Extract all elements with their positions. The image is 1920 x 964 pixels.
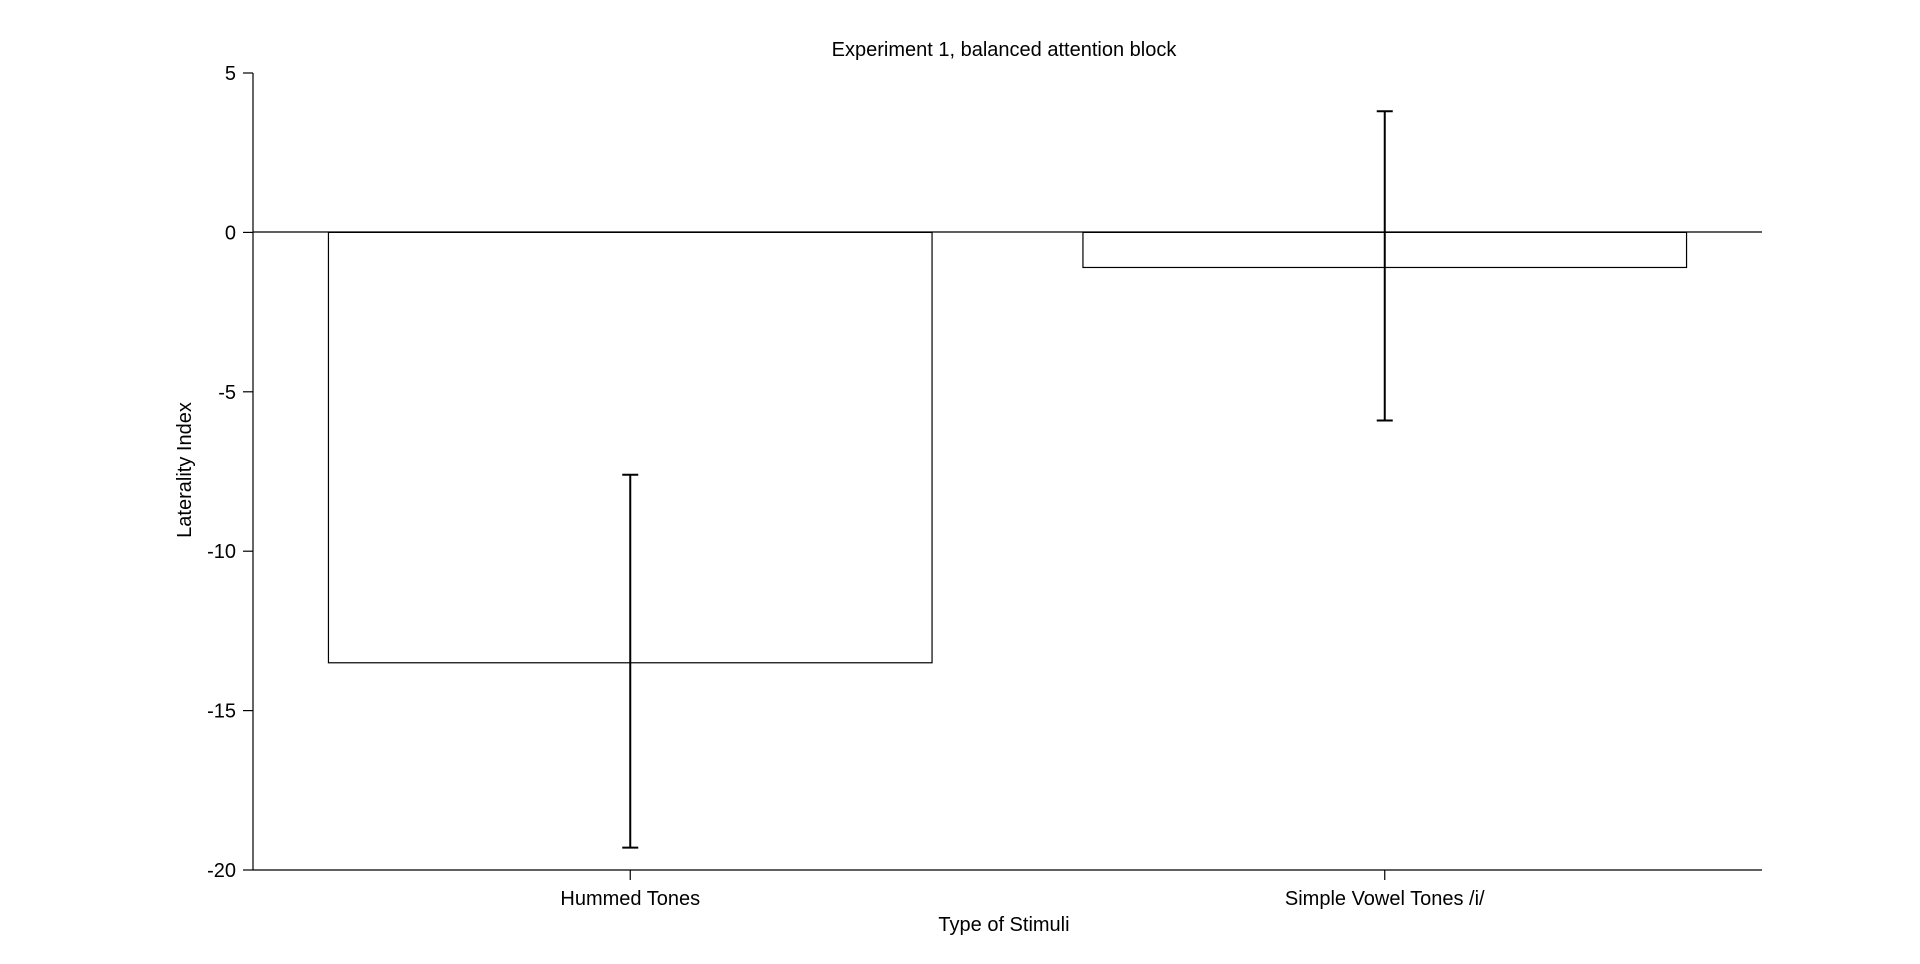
y-tick-label-5: -20 — [207, 860, 236, 882]
y-tick-label-0: 5 — [225, 63, 236, 85]
y-tick-label-4: -15 — [207, 701, 236, 723]
chart-title: Experiment 1, balanced attention block — [832, 39, 1178, 61]
x-tick-label-0: Hummed Tones — [560, 888, 700, 910]
x-axis-label: Type of Stimuli — [938, 914, 1069, 936]
y-axis-label: Laterality Index — [174, 402, 196, 538]
error-bars-layer — [622, 110, 1393, 849]
y-ticks-layer: 5 0 -5 -10 -15 -20 — [207, 63, 253, 882]
y-tick-label-2: -5 — [218, 382, 236, 404]
y-tick-label-1: 0 — [225, 222, 236, 244]
x-tick-label-1: Simple Vowel Tones /i/ — [1285, 888, 1485, 910]
x-ticks-layer: Hummed Tones Simple Vowel Tones /i/ — [560, 870, 1485, 910]
y-tick-label-3: -10 — [207, 541, 236, 563]
bars-layer — [327, 231, 1688, 664]
